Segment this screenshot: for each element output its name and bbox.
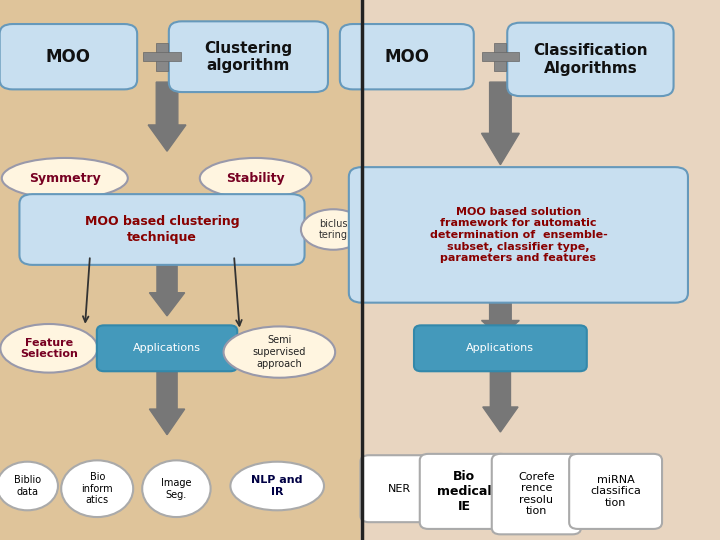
FancyArrow shape: [482, 366, 518, 432]
Text: Clustering
algorithm: Clustering algorithm: [204, 40, 292, 73]
FancyArrow shape: [150, 255, 184, 316]
Text: MOO: MOO: [46, 48, 91, 66]
Text: NLP and
IR: NLP and IR: [251, 475, 303, 497]
FancyBboxPatch shape: [143, 52, 181, 61]
Text: Applications: Applications: [467, 343, 534, 353]
FancyBboxPatch shape: [507, 23, 674, 96]
Ellipse shape: [230, 462, 324, 510]
FancyBboxPatch shape: [340, 24, 474, 89]
FancyArrow shape: [482, 82, 519, 165]
Text: MOO based clustering
technique: MOO based clustering technique: [85, 215, 239, 244]
Text: biclus
tering: biclus tering: [319, 219, 348, 240]
FancyArrow shape: [150, 367, 184, 435]
Text: Biblio
data: Biblio data: [14, 475, 41, 497]
Text: NER: NER: [388, 484, 411, 494]
FancyBboxPatch shape: [19, 194, 305, 265]
Ellipse shape: [142, 460, 211, 517]
FancyBboxPatch shape: [348, 167, 688, 302]
Text: MOO: MOO: [384, 48, 429, 66]
Ellipse shape: [61, 460, 133, 517]
FancyBboxPatch shape: [96, 325, 238, 372]
FancyBboxPatch shape: [482, 52, 519, 61]
Ellipse shape: [301, 209, 366, 249]
Text: miRNA
classifica
tion: miRNA classifica tion: [590, 475, 641, 508]
FancyBboxPatch shape: [495, 43, 506, 71]
Text: Image
Seg.: Image Seg.: [161, 478, 192, 500]
FancyBboxPatch shape: [156, 43, 168, 71]
FancyBboxPatch shape: [569, 454, 662, 529]
Text: MOO based solution
framework for automatic
determination of  ensemble-
subset, c: MOO based solution framework for automat…: [430, 207, 607, 263]
FancyBboxPatch shape: [420, 454, 509, 529]
Text: Classification
Algorithms: Classification Algorithms: [533, 43, 648, 76]
FancyArrow shape: [148, 82, 186, 151]
Ellipse shape: [0, 324, 98, 373]
FancyBboxPatch shape: [414, 325, 587, 372]
Text: Symmetry: Symmetry: [29, 172, 101, 185]
FancyBboxPatch shape: [360, 0, 720, 540]
Text: Feature
Selection: Feature Selection: [20, 338, 78, 359]
Text: Corefe
rence
resolu
tion: Corefe rence resolu tion: [518, 472, 554, 516]
Ellipse shape: [2, 158, 128, 198]
Ellipse shape: [199, 158, 311, 198]
Text: Semi
supervised
approach: Semi supervised approach: [253, 335, 306, 369]
FancyBboxPatch shape: [492, 454, 581, 535]
FancyBboxPatch shape: [361, 455, 439, 522]
Text: Bio
medical
IE: Bio medical IE: [437, 470, 492, 513]
Text: Bio
inform
atics: Bio inform atics: [81, 472, 113, 505]
FancyBboxPatch shape: [168, 22, 328, 92]
Text: Stability: Stability: [226, 172, 285, 185]
FancyBboxPatch shape: [0, 24, 137, 89]
Text: Applications: Applications: [133, 343, 201, 353]
Ellipse shape: [0, 462, 58, 510]
FancyArrow shape: [482, 293, 519, 338]
FancyBboxPatch shape: [0, 0, 360, 540]
Ellipse shape: [223, 326, 336, 378]
